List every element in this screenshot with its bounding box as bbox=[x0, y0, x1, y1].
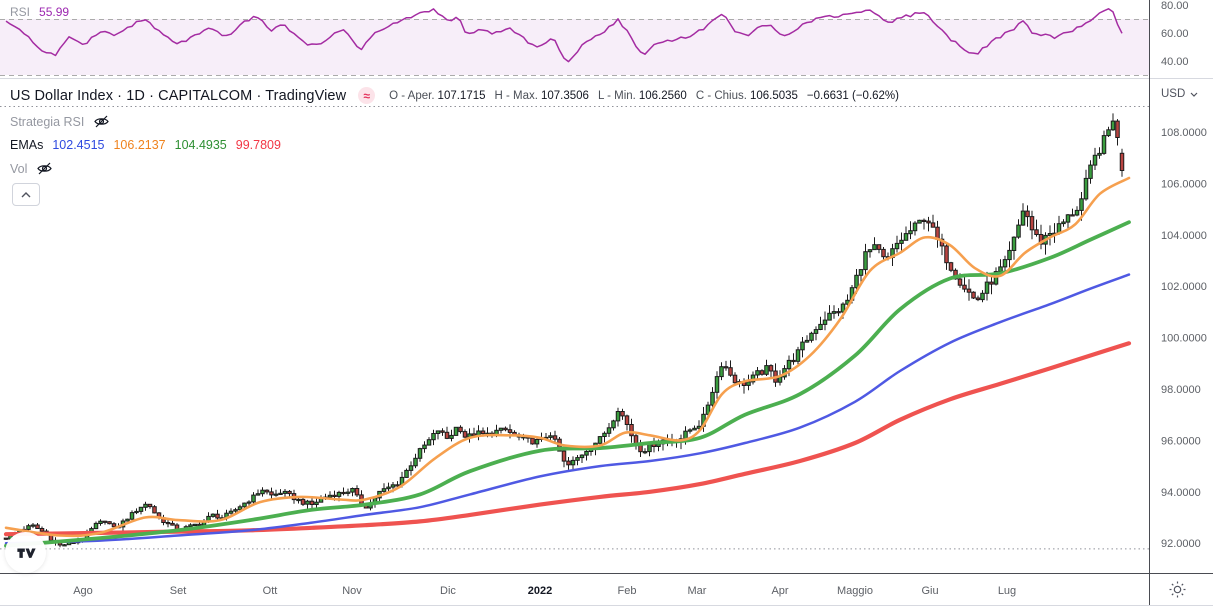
price-axis-label: 108.0000 bbox=[1161, 127, 1207, 139]
ema-red-line bbox=[3, 341, 1132, 537]
ohlc-readout: O - Aper. 107.1715 H - Max. 107.3506 L -… bbox=[389, 90, 899, 102]
time-axis-label: Mar bbox=[688, 585, 707, 597]
chevron-down-icon bbox=[1190, 92, 1198, 97]
price-scale-unit-label: USD bbox=[1161, 88, 1186, 100]
rsi-axis-label: 40.00 bbox=[1161, 56, 1189, 68]
price-axis-label: 98.0000 bbox=[1161, 384, 1201, 396]
strategy-label: Strategia RSI bbox=[10, 114, 85, 129]
volume-visibility-toggle[interactable] bbox=[36, 161, 53, 176]
eye-off-icon bbox=[94, 115, 110, 128]
ema-value-green: 104.4935 bbox=[174, 138, 227, 152]
tradingview-logo-icon bbox=[17, 548, 36, 558]
time-axis-label: Set bbox=[170, 585, 187, 597]
rsi-pane bbox=[0, 8, 1149, 76]
rsi-axis-label: 60.00 bbox=[1161, 28, 1189, 40]
price-axis-label: 92.0000 bbox=[1161, 538, 1201, 550]
rsi-line bbox=[5, 8, 1123, 63]
emas-label: EMAs bbox=[10, 138, 44, 152]
price-axis-label: 106.0000 bbox=[1161, 178, 1207, 190]
price-axis-label: 94.0000 bbox=[1161, 487, 1201, 499]
time-axis-label: Maggio bbox=[837, 585, 873, 597]
price-scale-drag-area[interactable] bbox=[1150, 0, 1213, 573]
rsi-indicator-value: 55.99 bbox=[39, 5, 70, 19]
change-value: −0.6631 (−0.62%) bbox=[806, 89, 899, 102]
tradingview-logo[interactable] bbox=[5, 532, 46, 573]
chevron-up-icon bbox=[21, 191, 31, 197]
time-axis-label: Ago bbox=[73, 585, 93, 597]
ema-blue-line bbox=[4, 273, 1131, 545]
price-axis-label: 102.0000 bbox=[1161, 281, 1207, 293]
ema-orange-line bbox=[4, 176, 1131, 538]
eye-off-icon bbox=[37, 162, 53, 175]
ema-value-orange: 106.2137 bbox=[113, 138, 166, 152]
rsi-indicator-name: RSI bbox=[10, 5, 31, 19]
low-value: 106.2560 bbox=[638, 89, 687, 102]
open-label: O - Aper. bbox=[389, 89, 435, 102]
time-scale-drag-area[interactable] bbox=[0, 574, 1149, 605]
price-axis-label: 100.0000 bbox=[1161, 333, 1207, 345]
price-axis-label: 96.0000 bbox=[1161, 435, 1201, 447]
time-axis-label: Feb bbox=[618, 585, 637, 597]
volume-label: Vol bbox=[10, 161, 28, 176]
rsi-indicator-legend[interactable]: RSI 55.99 bbox=[10, 5, 73, 19]
time-axis-label: Apr bbox=[771, 585, 788, 597]
time-axis-label: Lug bbox=[998, 585, 1016, 597]
time-axis-label: Nov bbox=[342, 585, 362, 597]
close-value: 106.5035 bbox=[749, 89, 798, 102]
price-scale-unit-dropdown[interactable]: USD bbox=[1161, 88, 1198, 100]
symbol-title[interactable]: US Dollar Index · 1D · CAPITALCOM · Trad… bbox=[10, 87, 347, 104]
open-value: 107.1715 bbox=[437, 89, 486, 102]
price-axis-label: 104.0000 bbox=[1161, 230, 1207, 242]
low-label: L - Min. bbox=[597, 89, 636, 102]
delayed-data-badge[interactable]: ≈ bbox=[358, 87, 376, 104]
sun-icon bbox=[1169, 581, 1185, 597]
emas-legend-row[interactable]: EMAs 102.4515 106.2137 104.4935 99.7809 bbox=[10, 138, 281, 152]
session-settings-button[interactable] bbox=[1164, 577, 1190, 601]
volume-legend-row[interactable]: Vol bbox=[10, 161, 53, 176]
strategy-visibility-toggle[interactable] bbox=[93, 114, 110, 129]
time-axis-label: Ott bbox=[263, 585, 278, 597]
time-axis-label: 2022 bbox=[528, 585, 552, 597]
collapse-legend-button[interactable] bbox=[12, 183, 40, 206]
time-axis-label: Giu bbox=[921, 585, 938, 597]
close-label: C - Chius. bbox=[695, 89, 747, 102]
high-value: 107.3506 bbox=[540, 89, 589, 102]
strategy-legend-row[interactable]: Strategia RSI bbox=[10, 114, 110, 129]
ema-value-red: 99.7809 bbox=[235, 138, 281, 152]
high-label: H - Max. bbox=[494, 89, 538, 102]
candlestick-series[interactable] bbox=[3, 113, 1125, 548]
time-axis-label: Dic bbox=[440, 585, 456, 597]
ema-green-line bbox=[4, 220, 1131, 548]
ema-value-blue: 102.4515 bbox=[52, 138, 105, 152]
rsi-axis-label: 80.00 bbox=[1161, 0, 1189, 12]
